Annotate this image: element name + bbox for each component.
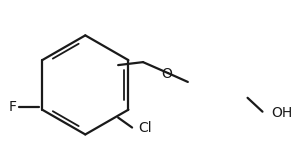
Text: O: O (162, 67, 172, 81)
Text: F: F (9, 100, 17, 114)
Text: Cl: Cl (138, 121, 152, 135)
Text: OH: OH (271, 106, 293, 120)
